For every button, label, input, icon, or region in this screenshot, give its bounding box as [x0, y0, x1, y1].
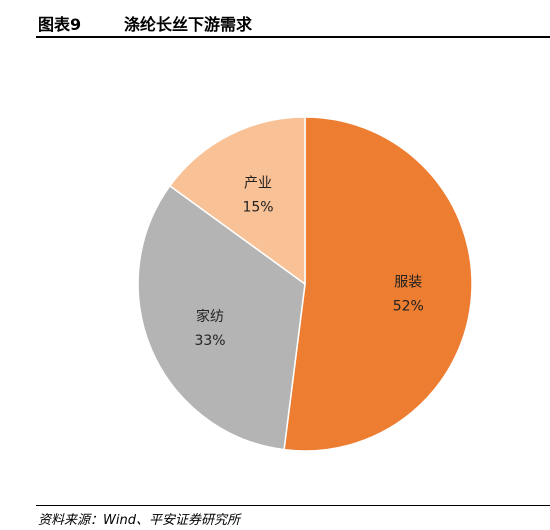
- figure-header: 图表9 涤纶长丝下游需求: [36, 8, 550, 38]
- slice-value-label-1: 33%: [194, 333, 225, 349]
- pie-slice-2: [168, 116, 306, 286]
- chart-area: 服装 52% 家纺 33% 产业 15%: [0, 40, 550, 495]
- slice-category-label-1: 家纺: [196, 308, 224, 325]
- source-note: 资料来源：Wind、平安证券研究所: [38, 513, 240, 528]
- labels-layer: 服装 52% 家纺 33% 产业 15%: [194, 176, 423, 349]
- slices-layer: [137, 116, 473, 452]
- pie-slice-1: [137, 184, 306, 451]
- chart-title: 涤纶长丝下游需求: [124, 15, 253, 34]
- figure-label: 图表9: [38, 15, 82, 34]
- slice-value-label-0: 52%: [393, 299, 424, 315]
- figure-footer: 资料来源：Wind、平安证券研究所: [36, 505, 550, 530]
- pie-slice-0: [283, 116, 473, 452]
- slice-value-label-2: 15%: [242, 200, 273, 216]
- slice-category-label-0: 服装: [394, 275, 422, 291]
- slice-category-label-2: 产业: [244, 176, 272, 192]
- pie-chart: 服装 52% 家纺 33% 产业 15%: [137, 116, 473, 452]
